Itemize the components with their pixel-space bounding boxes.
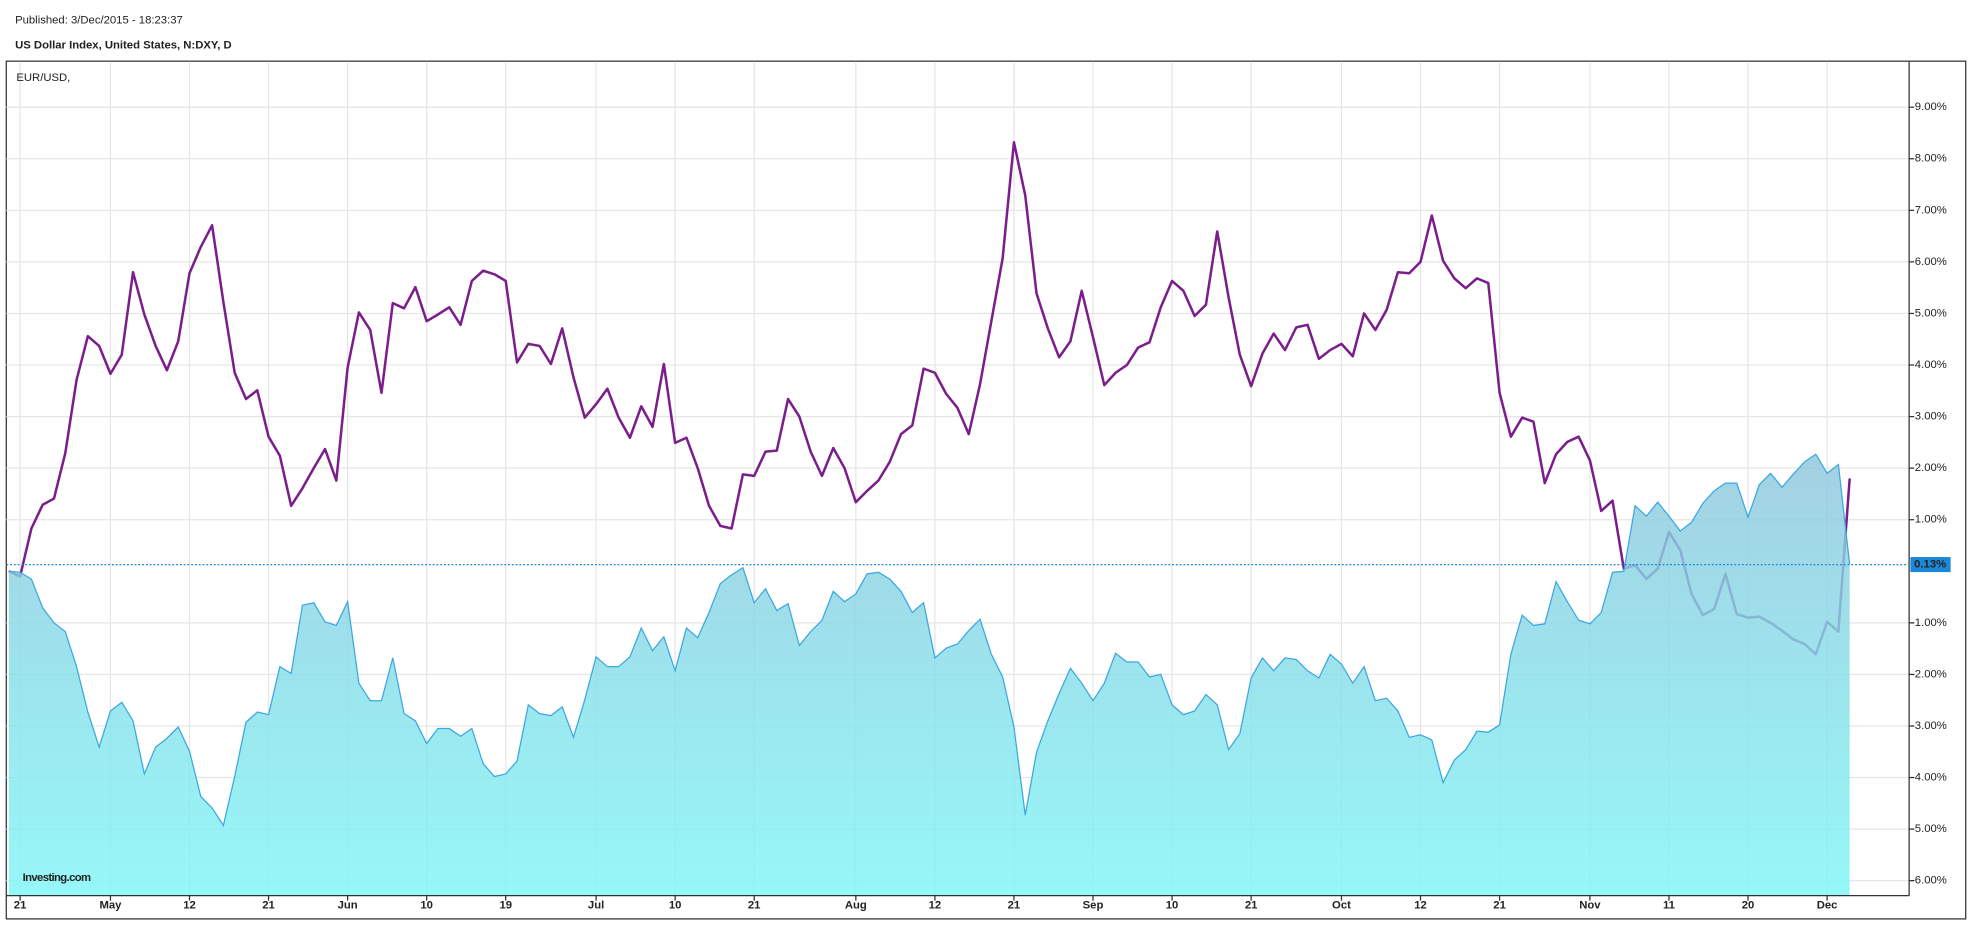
x-tick-label: May [99, 900, 122, 912]
published: Published: 3/Dec/2015 - 18:23:37 [15, 14, 183, 26]
y-tick-label: -5.00% [1911, 823, 1947, 835]
x-tick-label: 21 [1008, 900, 1021, 912]
x-tick-label: 12 [929, 900, 942, 912]
reference-label-box [1910, 557, 1951, 573]
x-tick-label: 19 [499, 900, 512, 912]
x-tick-label: 10 [420, 900, 433, 912]
x-tick-label: Oct [1332, 900, 1351, 912]
plot [8, 140, 1851, 896]
y-tick-label: 9.00% [1915, 101, 1947, 113]
y-tick-label: -2.00% [1911, 668, 1947, 680]
x-tick-label: Sep [1083, 900, 1104, 912]
x-tick-label: 21 [262, 900, 275, 912]
y-tick-label: 3.00% [1915, 411, 1947, 423]
reference-label: 0.13% [1914, 559, 1946, 571]
chart-title: US Dollar Index, United States, N:DXY, D [15, 39, 232, 51]
y-tick-label: 8.00% [1915, 153, 1947, 165]
x-tick-label: Dec [1817, 900, 1838, 912]
x-tick-label: Jun [338, 900, 358, 912]
x-tick-label: Jul [588, 900, 604, 912]
y-tick-label: -4.00% [1911, 772, 1947, 784]
legend-label: EUR/USD, [16, 72, 70, 84]
y-tick-label: 5.00% [1915, 307, 1947, 319]
y-tick-label: -6.00% [1911, 875, 1947, 887]
y-tick-label: 1.00% [1915, 514, 1947, 526]
y-tick-label: -3.00% [1911, 720, 1947, 732]
x-tick-label: 21 [1245, 900, 1258, 912]
y-tick-label: 7.00% [1915, 204, 1947, 216]
x-tick-label: 12 [183, 900, 196, 912]
x-tick-label: 21 [1493, 900, 1506, 912]
area-fill [8, 454, 1850, 896]
x-tick-label: 21 [748, 900, 761, 912]
line-series [8, 140, 1851, 656]
x-tick-label: 20 [1742, 900, 1755, 912]
y-tick-label: 4.00% [1915, 359, 1947, 371]
axes: -6.00% -5.00% -4.00% -3.00% -2.00% -1.00% 1.00… [6, 61, 1951, 912]
x-tick-label: 11 [1663, 900, 1675, 912]
x-tick-label: 10 [669, 900, 682, 912]
y-tick-label: 2.00% [1915, 462, 1947, 474]
y-tick-label: -1.00% [1911, 617, 1947, 629]
x-tick-label: 10 [1166, 900, 1179, 912]
watermark: Investing.com [23, 872, 91, 884]
x-tick-label: 12 [1414, 900, 1427, 912]
chart-border [5, 60, 1967, 920]
x-tick-label: 21 [14, 900, 27, 912]
y-tick-label: 6.00% [1915, 256, 1947, 268]
x-tick-label: Aug [845, 900, 867, 912]
area-line [8, 453, 1851, 828]
x-tick-label: Nov [1579, 900, 1601, 912]
